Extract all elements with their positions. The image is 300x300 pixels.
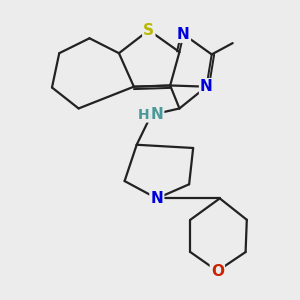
- Text: N: N: [200, 79, 213, 94]
- Text: O: O: [211, 263, 224, 278]
- Text: N: N: [151, 107, 164, 122]
- Text: N: N: [151, 191, 163, 206]
- Text: H: H: [138, 108, 150, 122]
- Text: S: S: [143, 23, 154, 38]
- Text: N: N: [177, 27, 190, 42]
